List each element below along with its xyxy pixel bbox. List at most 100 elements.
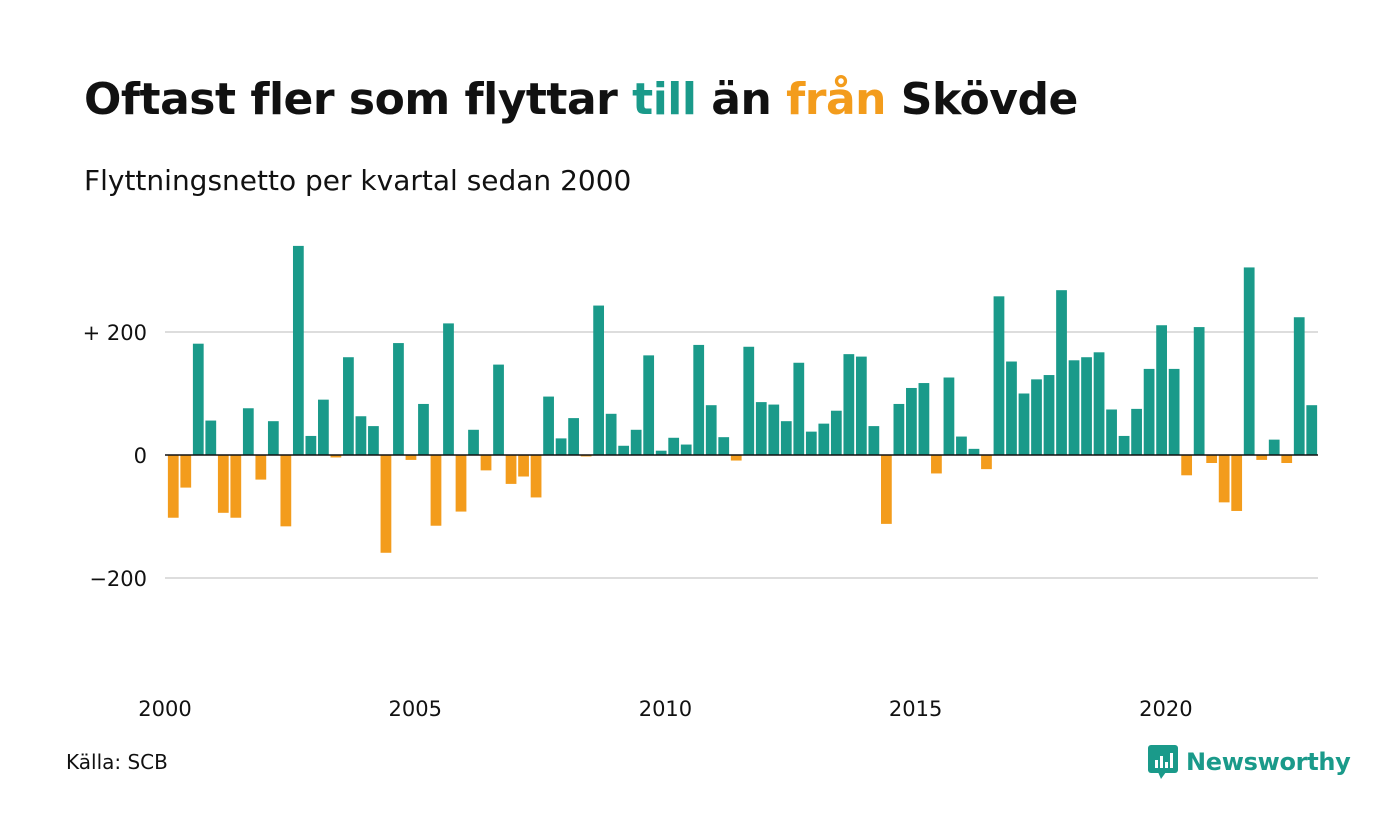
bar-2003Q3 — [343, 357, 354, 455]
bar-2001Q3 — [242, 408, 254, 455]
chart-title: Oftast fler som flyttar till än från Skö… — [84, 74, 1078, 125]
bar-2001Q4 — [255, 455, 267, 480]
bar-2006Q1 — [468, 429, 479, 455]
title-part-3: Skövde — [885, 74, 1079, 125]
bar-2003Q1 — [318, 399, 329, 455]
y-tick-label: −200 — [89, 567, 147, 591]
bar-2006Q2 — [480, 455, 492, 471]
bar-2016Q3 — [993, 296, 1005, 455]
y-axis-ticks: + 200 0 −200 — [83, 321, 147, 591]
bar-2015Q2 — [931, 455, 942, 474]
bar-2002Q1 — [267, 421, 279, 455]
bar-2015Q3 — [943, 377, 955, 455]
bar-2010Q2 — [680, 444, 692, 455]
bar-2019Q4 — [1156, 325, 1167, 455]
bar-2005Q2 — [430, 455, 442, 526]
bar-2020Q2 — [1181, 455, 1193, 476]
brand-name: Newsworthy — [1186, 748, 1351, 776]
bar-2002Q3 — [292, 245, 304, 455]
title-highlight-fran: från — [786, 74, 886, 125]
newsworthy-logo-icon — [1148, 745, 1178, 779]
bar-2020Q1 — [1168, 368, 1180, 455]
bar-2009Q4 — [655, 450, 667, 455]
bar-2014Q4 — [906, 387, 917, 455]
bar-2018Q4 — [1106, 409, 1117, 455]
bar-2010Q4 — [705, 405, 717, 455]
bar-2021Q3 — [1243, 267, 1255, 455]
bar-2009Q3 — [643, 355, 655, 455]
source-note: Källa: SCB — [66, 750, 168, 774]
bar-2019Q3 — [1143, 368, 1155, 455]
bar-2000Q4 — [205, 420, 217, 455]
bar-2015Q1 — [918, 383, 930, 455]
bar-2012Q3 — [793, 362, 805, 455]
bar-2000Q3 — [192, 343, 204, 455]
bar-2000Q2 — [180, 455, 192, 488]
bar-2013Q1 — [818, 423, 830, 455]
bar-2014Q2 — [881, 455, 892, 524]
title-highlight-till: till — [632, 74, 697, 125]
bar-2021Q2 — [1231, 455, 1243, 511]
bar-2022Q4 — [1306, 405, 1318, 455]
bar-2017Q2 — [1031, 379, 1042, 455]
brand-logo: Newsworthy — [1148, 744, 1351, 780]
bar-2011Q4 — [755, 402, 767, 455]
bar-2004Q2 — [380, 455, 392, 553]
bar-2010Q1 — [668, 437, 680, 455]
bar-2003Q2 — [330, 455, 342, 458]
bar-2017Q1 — [1018, 393, 1030, 455]
bar-2001Q2 — [230, 455, 242, 518]
bar-2011Q1 — [718, 437, 730, 455]
x-tick-label: 2000 — [138, 697, 191, 721]
bar-2013Q3 — [843, 354, 855, 455]
title-part-2: än — [696, 74, 787, 125]
grid-lines — [165, 331, 1318, 579]
bar-2017Q4 — [1056, 290, 1067, 455]
bar-2018Q1 — [1068, 360, 1080, 455]
bar-2009Q2 — [630, 429, 642, 455]
bar-2004Q1 — [368, 426, 379, 455]
bar-2005Q1 — [418, 403, 429, 455]
y-tick-label: 0 — [134, 444, 147, 468]
title-part-1: Oftast fler som flyttar — [84, 74, 633, 125]
x-tick-label: 2010 — [639, 697, 692, 721]
bar-2015Q4 — [956, 436, 967, 455]
bar-2003Q4 — [355, 416, 367, 455]
bar-2012Q1 — [768, 404, 780, 455]
bar-2005Q3 — [443, 323, 454, 455]
x-tick-label: 2020 — [1139, 697, 1192, 721]
bar-2001Q1 — [217, 455, 229, 513]
bar-2018Q2 — [1081, 357, 1092, 455]
bar-2018Q3 — [1093, 352, 1105, 455]
bar-2013Q2 — [830, 410, 842, 455]
bar-2021Q4 — [1256, 455, 1268, 460]
x-axis-ticks: 2000 2005 2010 2015 2020 — [138, 697, 1192, 721]
bar-2008Q4 — [605, 413, 617, 455]
bar-2020Q3 — [1193, 327, 1205, 455]
bar-2019Q1 — [1118, 435, 1130, 455]
bar-2022Q1 — [1268, 439, 1280, 456]
bar-2008Q1 — [568, 418, 579, 455]
bar-2011Q3 — [743, 346, 755, 455]
x-tick-label: 2015 — [889, 697, 942, 721]
bar-2002Q4 — [305, 435, 317, 455]
bar-2007Q2 — [530, 455, 542, 498]
bar-2019Q2 — [1131, 408, 1142, 456]
bar-2014Q1 — [868, 426, 880, 455]
bar-2014Q3 — [893, 403, 905, 455]
bar-2020Q4 — [1206, 455, 1218, 463]
bar-2004Q3 — [393, 343, 404, 455]
bar-2022Q2 — [1281, 455, 1293, 463]
x-tick-label: 2005 — [388, 697, 441, 721]
bar-2016Q4 — [1006, 361, 1017, 455]
bar-2013Q4 — [855, 356, 867, 455]
bar-chart: + 200 0 −200 2000 2005 2010 2015 2020 — [83, 245, 1318, 721]
bar-2008Q3 — [593, 305, 605, 455]
bar-2006Q4 — [505, 455, 517, 484]
bar-2005Q4 — [455, 455, 467, 512]
bar-2016Q2 — [981, 455, 992, 470]
bar-2012Q4 — [805, 431, 817, 455]
bar-2007Q3 — [543, 396, 554, 455]
bar-2002Q2 — [280, 455, 292, 527]
bar-2006Q3 — [493, 364, 504, 455]
